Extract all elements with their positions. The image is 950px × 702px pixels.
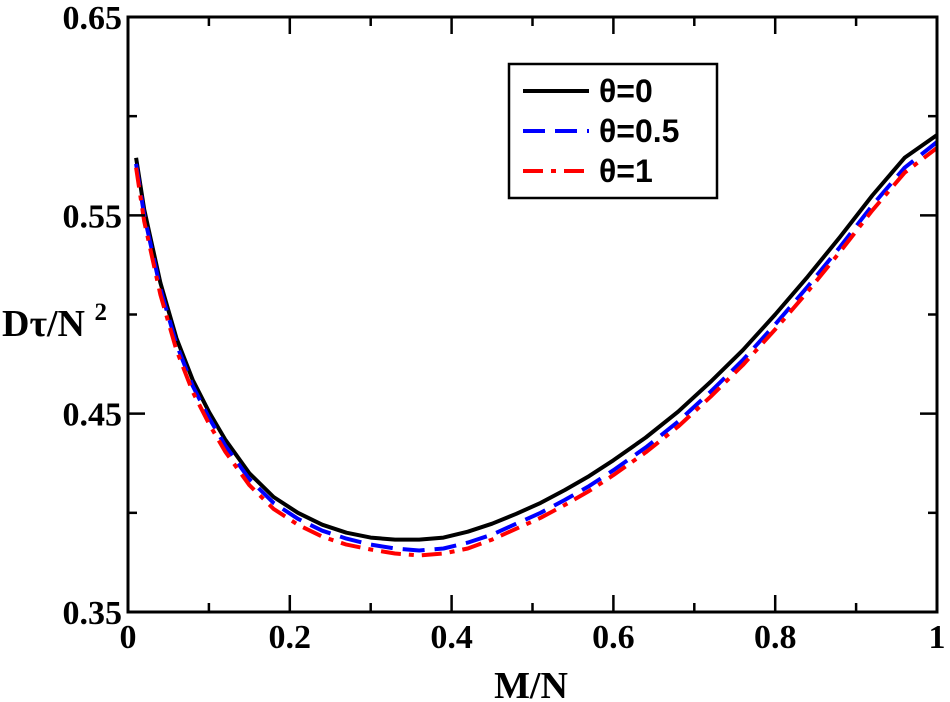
y-axis-label-main: Dτ/N — [2, 303, 85, 345]
series-line-1 — [134, 140, 939, 553]
y-axis-label: Dτ/N 2 — [2, 299, 107, 345]
y-tick-label: 0.35 — [63, 595, 123, 632]
legend-label-1: θ=0.5 — [599, 113, 679, 149]
x-tick-label: 1 — [929, 619, 946, 656]
x-tick-label: 0.6 — [592, 619, 635, 656]
x-tick-label: 0 — [120, 619, 137, 656]
x-axis-label: M/N — [494, 665, 568, 702]
y-tick-label: 0.65 — [63, 0, 123, 37]
x-tick-label: 0.4 — [430, 619, 473, 656]
y-tick-label: 0.45 — [63, 397, 123, 434]
legend-label-0: θ=0 — [599, 73, 653, 109]
y-axis-label-superscript: 2 — [94, 299, 107, 326]
plot-layer — [134, 133, 939, 558]
x-tick-label: 0.8 — [754, 619, 797, 656]
legend: θ=0 θ=0.5 θ=1 — [507, 62, 719, 200]
axis-layer: 0 0.2 0.4 0.6 0.8 1 0.35 0.45 0.55 0.65 — [63, 0, 946, 656]
x-tick-label: 0.2 — [269, 619, 312, 656]
series-line-2 — [134, 146, 939, 558]
legend-label-2: θ=1 — [599, 153, 653, 189]
series-line-0 — [134, 133, 939, 542]
y-tick-label: 0.55 — [63, 198, 123, 235]
